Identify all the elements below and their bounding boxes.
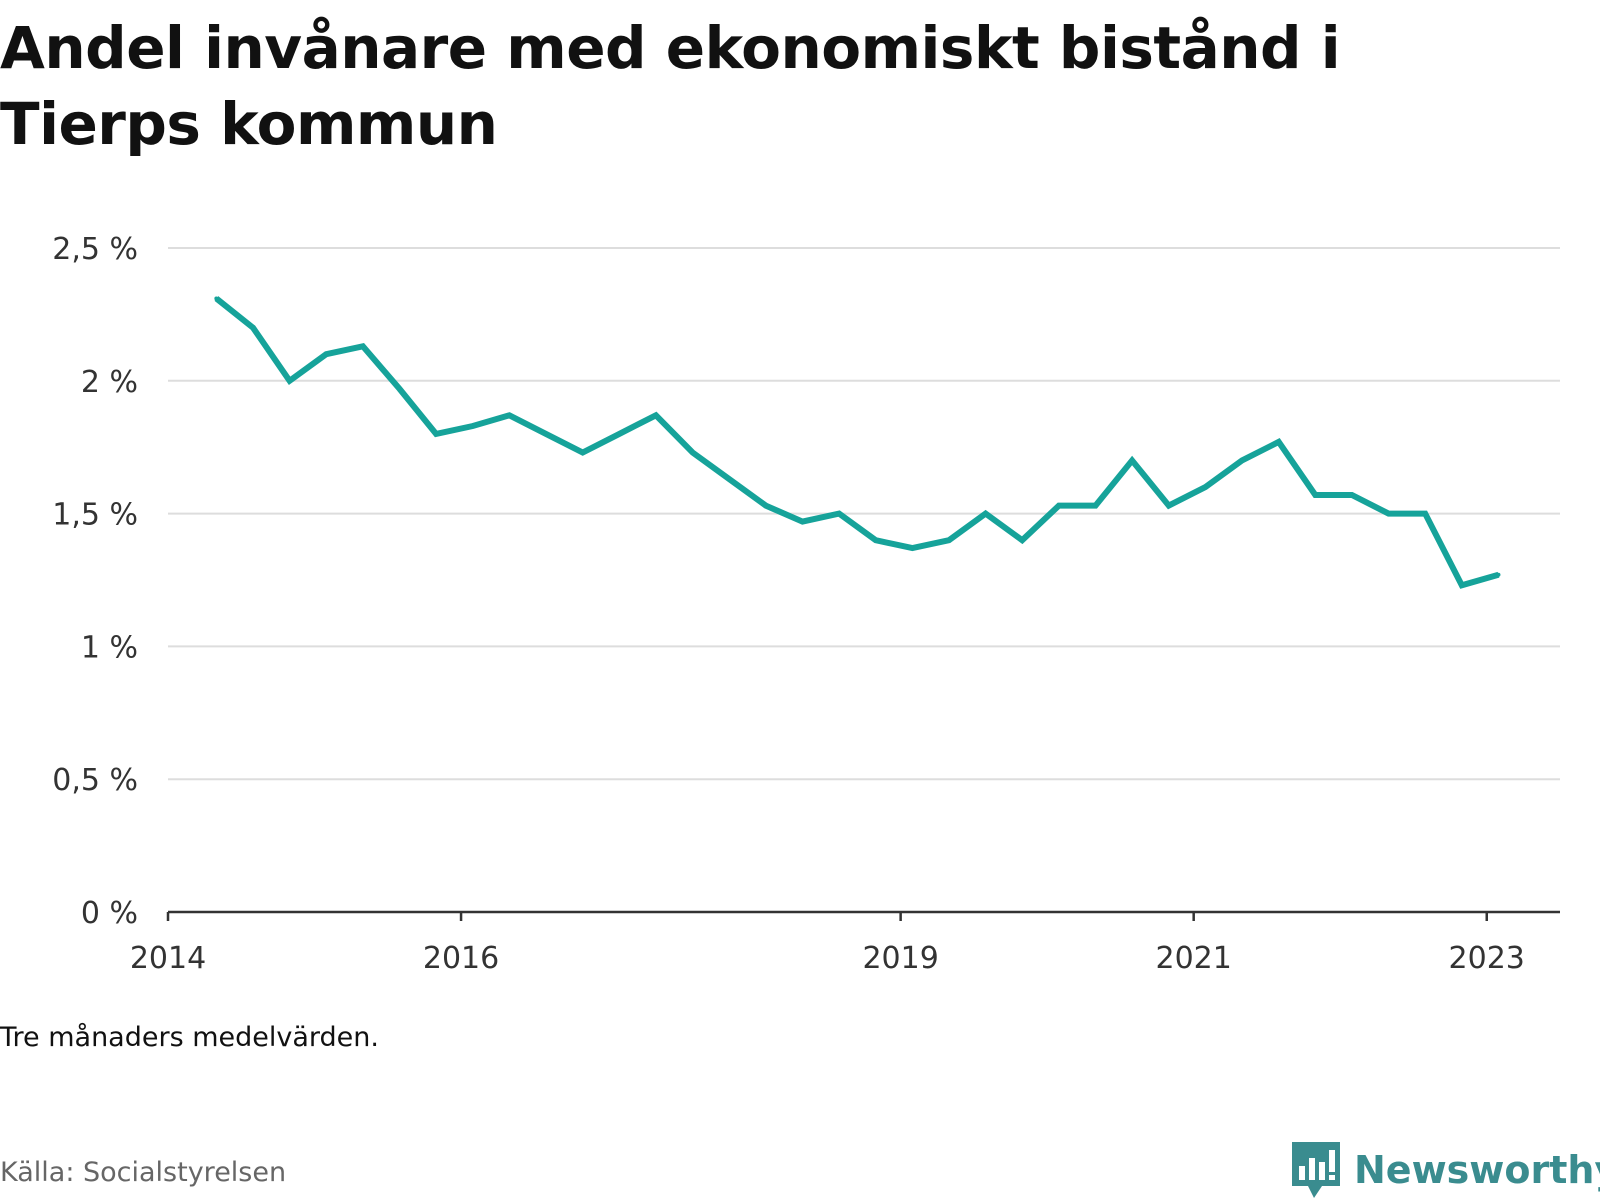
- data-point: [507, 413, 512, 418]
- data-point: [544, 431, 549, 436]
- data-point: [727, 477, 732, 482]
- data-point: [1240, 458, 1245, 463]
- data-point: [837, 511, 842, 516]
- brand-name: Newsworthy: [1354, 1148, 1600, 1192]
- data-point: [653, 413, 658, 418]
- data-point: [1386, 511, 1391, 516]
- line-chart: 0 % 0,5 % 1 % 1,5 % 2 % 2,5 % 2014 2016 2019 2021…: [52, 232, 1560, 976]
- data-point: [1093, 503, 1098, 508]
- data-point: [910, 546, 915, 551]
- source-label: Källa: Socialstyrelsen: [0, 1157, 287, 1188]
- data-point: [1166, 503, 1171, 508]
- data-point: [580, 450, 585, 455]
- series-line: [214, 296, 1500, 589]
- x-tick-label: 2016: [423, 941, 499, 976]
- data-point: [873, 538, 878, 543]
- y-tick-label: 2,5 %: [52, 232, 138, 267]
- data-point: [397, 386, 402, 391]
- bar-chart-speech-bubble-icon: [1292, 1142, 1340, 1198]
- data-point: [946, 538, 951, 543]
- y-tick-label: 0 %: [81, 896, 138, 931]
- data-point: [1130, 458, 1135, 463]
- data-point: [763, 503, 768, 508]
- x-tick-label: 2014: [130, 941, 206, 976]
- data-point: [287, 378, 292, 383]
- data-point: [983, 511, 988, 516]
- data-point: [324, 352, 329, 357]
- data-point: [360, 344, 365, 349]
- y-tick-label: 1 %: [81, 630, 138, 665]
- y-tick-label: 1,5 %: [52, 498, 138, 533]
- x-tick-label: 2021: [1156, 941, 1232, 976]
- brand-logo: Newsworthy: [1290, 1140, 1600, 1200]
- chart-note: Tre månaders medelvärden.: [0, 1022, 379, 1053]
- x-tick-label: 2019: [862, 941, 938, 976]
- data-point: [1349, 493, 1354, 498]
- x-tick-label: 2023: [1449, 941, 1525, 976]
- y-tick-label: 0,5 %: [52, 763, 138, 798]
- data-point: [434, 431, 439, 436]
- data-point: [617, 431, 622, 436]
- data-point: [1423, 511, 1428, 516]
- data-point: [800, 519, 805, 524]
- data-point: [214, 296, 219, 301]
- data-point: [1276, 439, 1281, 444]
- data-point: [1459, 583, 1464, 588]
- chart-title: Andel invånare med ekonomiskt bistånd i …: [0, 14, 1341, 158]
- data-point: [1056, 503, 1061, 508]
- data-point: [1020, 538, 1025, 543]
- data-point: [690, 450, 695, 455]
- data-point: [250, 325, 255, 330]
- data-point: [1203, 485, 1208, 490]
- data-point: [1496, 572, 1501, 577]
- data-point: [1313, 493, 1318, 498]
- data-point: [470, 423, 475, 428]
- y-tick-label: 2 %: [81, 365, 138, 400]
